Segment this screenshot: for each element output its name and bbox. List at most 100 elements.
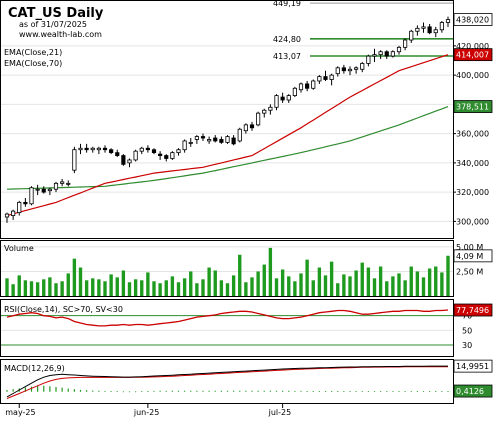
volume-bar	[440, 272, 444, 296]
level-label: 424,80	[273, 35, 301, 44]
volume-bar	[78, 267, 83, 296]
ema70-line	[6, 106, 449, 190]
candle-body	[256, 112, 261, 126]
candle-body	[415, 27, 420, 32]
macd-histogram-bar	[361, 391, 363, 393]
volume-bar	[219, 280, 224, 296]
volume-bar	[305, 259, 309, 296]
macd-histogram-bar	[300, 390, 302, 392]
candle-body	[213, 137, 218, 142]
volume-bar	[91, 278, 95, 296]
candle-body	[35, 188, 40, 191]
volume-bar	[225, 283, 230, 296]
macd-histogram-bar	[251, 390, 253, 392]
macd-histogram-bar	[202, 390, 204, 392]
candle-body	[170, 152, 175, 159]
macd-histogram-bar	[135, 391, 137, 393]
candle-body	[115, 152, 120, 156]
macd-histogram-bar	[392, 391, 394, 393]
macd-histogram-bar	[214, 390, 216, 392]
macd-histogram-bar	[67, 388, 69, 392]
candle-body	[372, 54, 377, 57]
candle-body	[96, 147, 101, 151]
volume-label: Volume	[4, 244, 34, 253]
macd-histogram-bar	[37, 385, 39, 392]
price-tick-label: 300,000	[456, 217, 489, 226]
candle-body	[341, 67, 346, 72]
legend-ema70: EMA(Close,70)	[4, 59, 62, 68]
macd-line	[6, 365, 448, 398]
volume-bar	[329, 261, 334, 296]
candle-body	[311, 80, 316, 89]
macd-histogram-bar	[233, 390, 235, 392]
macd-histogram-bar	[122, 391, 124, 393]
macd-histogram-bar	[141, 391, 143, 393]
volume-bar	[97, 279, 101, 296]
candle-body	[335, 67, 340, 75]
volume-bar	[17, 275, 21, 296]
volume-bar	[121, 270, 126, 296]
rsi-line	[6, 309, 449, 327]
x-axis: may-25 jun-25 jul-25	[5, 404, 291, 417]
candle-body	[109, 149, 114, 154]
candle-body	[53, 182, 59, 190]
macd-histogram-bar	[49, 386, 51, 392]
macd-histogram-bar	[104, 390, 106, 392]
candle-body	[262, 109, 267, 114]
candle-body	[366, 55, 371, 64]
volume-bar	[323, 275, 328, 296]
candle-body	[4, 213, 10, 218]
volume-bar	[293, 281, 297, 296]
volume-bar	[299, 273, 303, 296]
macd-histogram-bar	[380, 391, 382, 393]
macd-histogram-bar	[86, 390, 88, 392]
macd-hist-badge	[453, 384, 493, 398]
chart-source: www.wealth-lab.com	[19, 30, 102, 39]
volume-bar	[250, 277, 254, 296]
volume-bar	[231, 275, 236, 296]
ema21-line	[6, 54, 449, 217]
candle-body	[66, 182, 71, 185]
price-tick-label: 400,000	[456, 71, 489, 80]
x-tick-label: jul-25	[268, 408, 292, 417]
price-badge-value: 414,007	[456, 51, 489, 60]
support-resistance-levels: 449,19 424,80 413,07	[273, 0, 453, 61]
candle-body	[439, 22, 444, 31]
volume-grid	[1, 246, 453, 272]
candles	[4, 16, 451, 223]
candle-body	[347, 68, 353, 72]
macd-histogram-bar	[116, 391, 118, 393]
candle-body	[78, 147, 83, 151]
macd-histogram-bar	[275, 390, 278, 392]
macd-histogram-bar	[422, 391, 425, 393]
macd-histogram-bar	[128, 391, 131, 393]
candle-body	[188, 141, 193, 144]
volume-bar	[378, 266, 383, 296]
macd-histogram	[6, 385, 449, 393]
macd-histogram-bar	[373, 391, 376, 393]
chart-subtitle: as of 31/07/2025	[19, 20, 87, 29]
volume-bar	[403, 280, 407, 296]
volume-bar	[311, 280, 315, 296]
volume-bar	[42, 279, 46, 296]
candle-body	[433, 29, 438, 34]
macd-histogram-bar	[367, 391, 369, 393]
candle-body	[403, 39, 408, 48]
macd-histogram-bar	[245, 390, 247, 392]
macd-histogram-bar	[410, 391, 412, 393]
candle-body	[219, 139, 224, 143]
volume-bar	[446, 255, 450, 296]
macd-histogram-bar	[220, 390, 222, 392]
macd-histogram-bar	[30, 386, 33, 392]
candle-body	[47, 188, 52, 192]
candle-body	[41, 188, 46, 193]
volume-bar	[103, 281, 107, 296]
volume-bar	[360, 262, 364, 296]
volume-bar	[280, 269, 285, 296]
candle-body	[84, 147, 89, 151]
panel-frames	[0, 0, 454, 404]
volume-bar	[109, 274, 113, 296]
price-grid	[1, 45, 453, 222]
candle-body	[384, 51, 389, 57]
